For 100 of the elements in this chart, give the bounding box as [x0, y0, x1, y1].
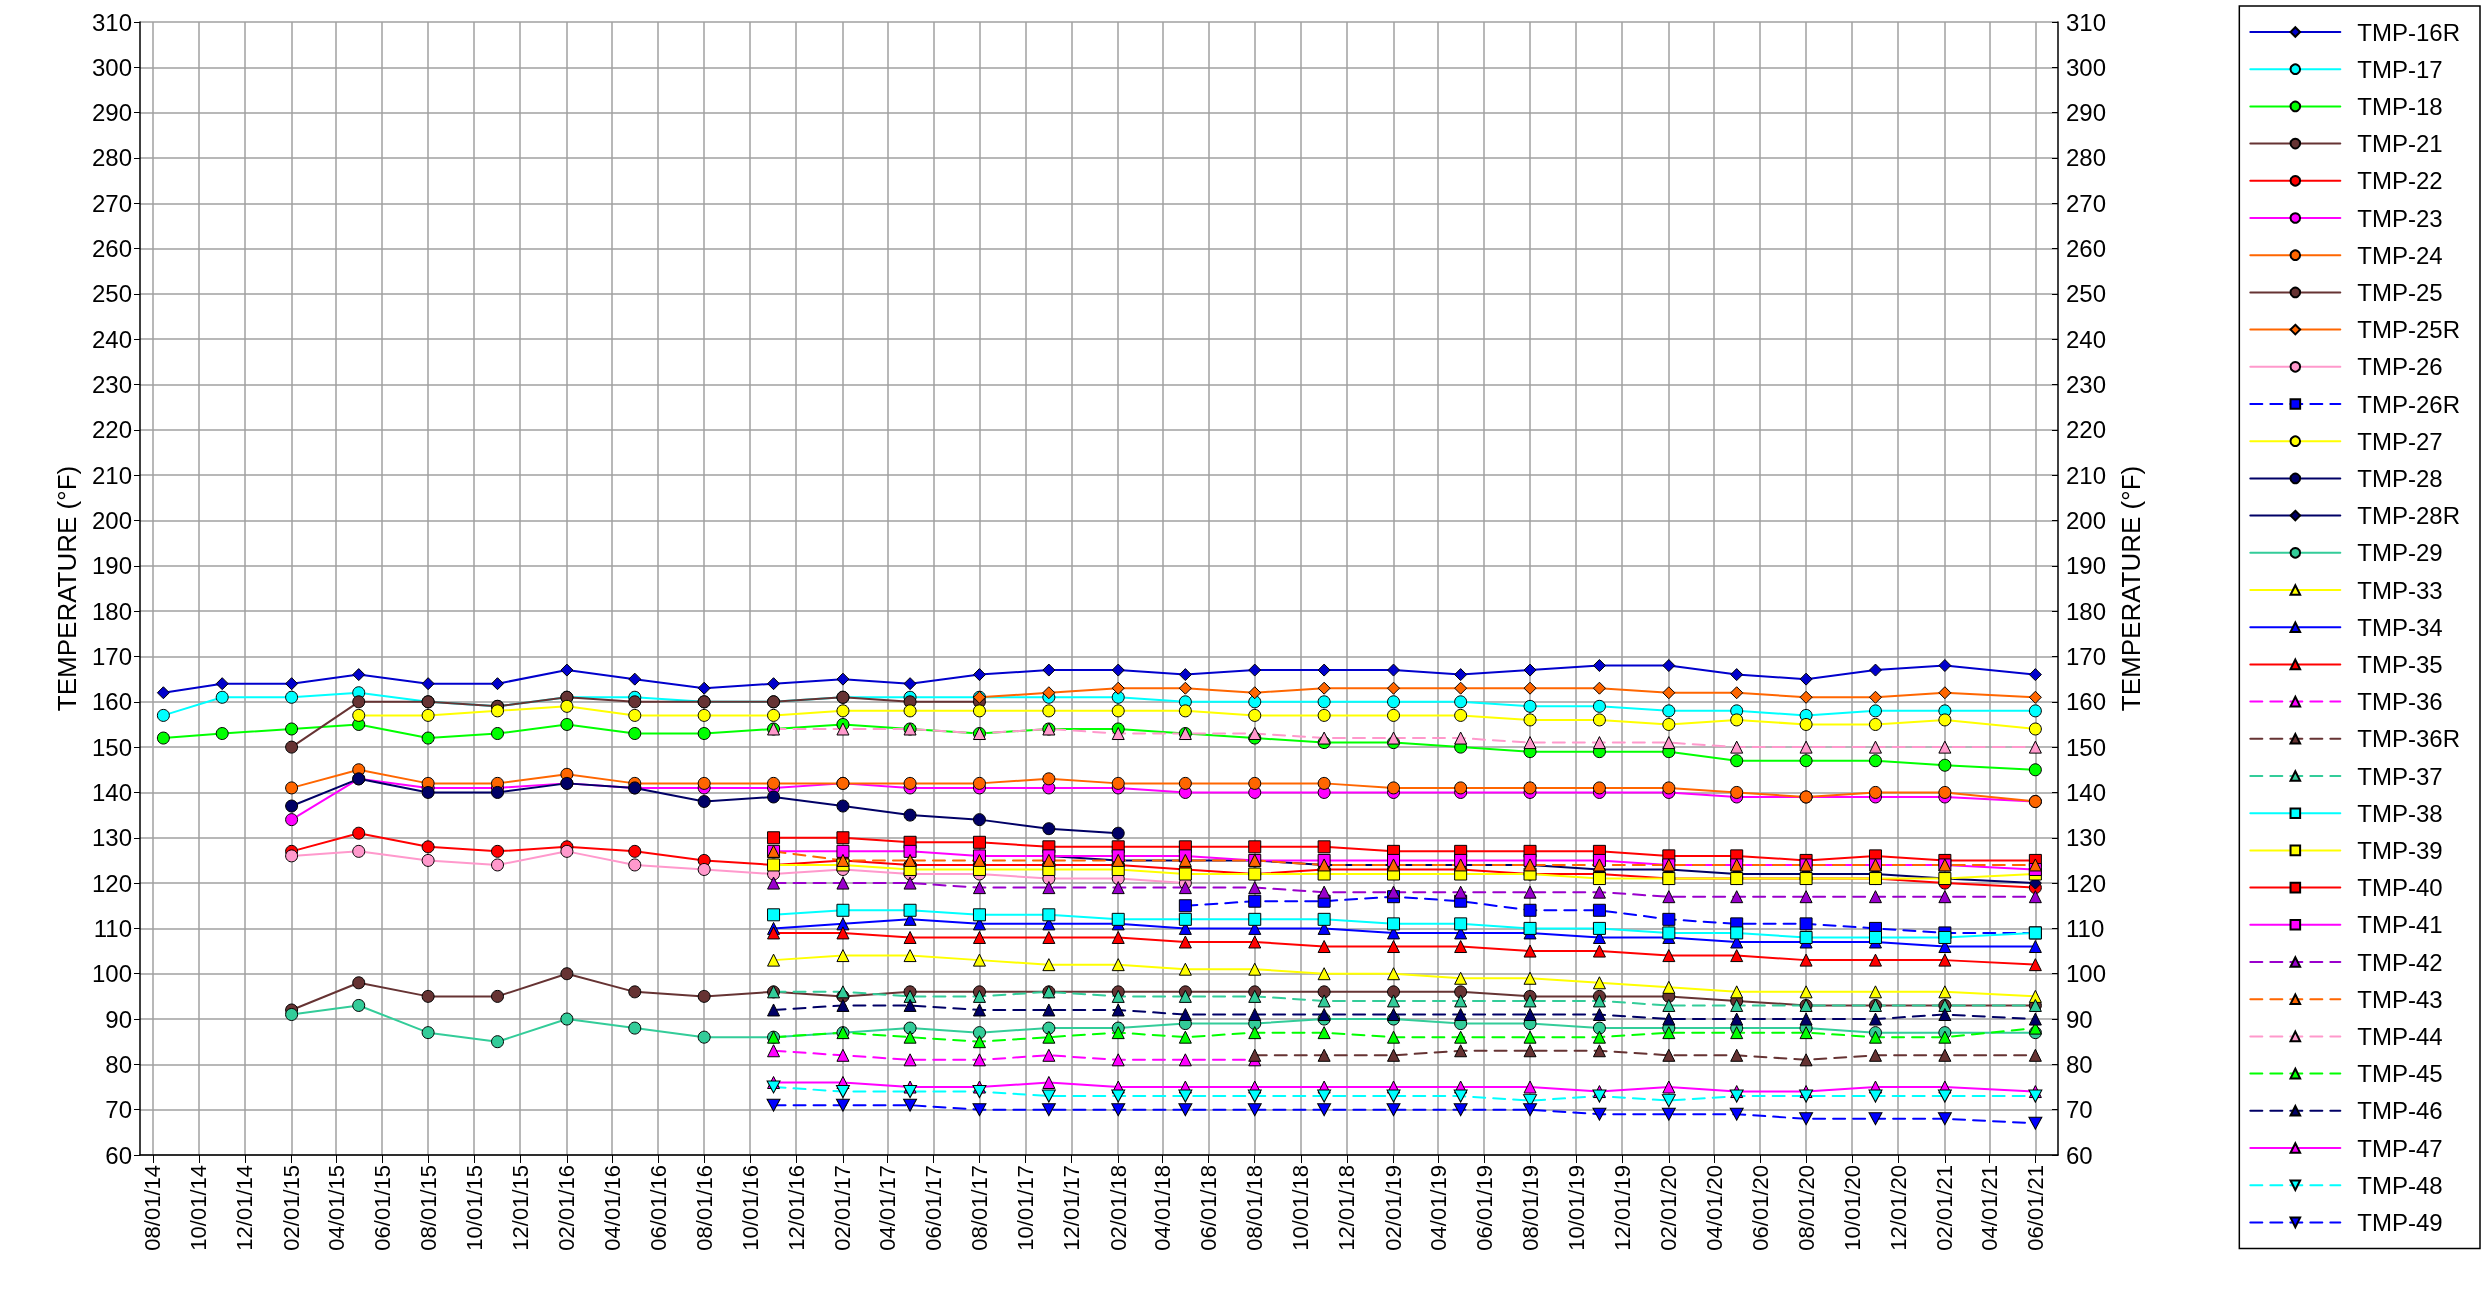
legend-label: TMP-23: [2357, 204, 2443, 232]
x-tick-label: 08/01/20: [1793, 1165, 1819, 1251]
y-tick-label: 280: [91, 144, 132, 172]
x-tick-label: 04/01/19: [1425, 1165, 1451, 1251]
y-tick-label: 250: [91, 280, 132, 308]
x-tick-label: 08/01/18: [1242, 1165, 1268, 1251]
x-tick-label: 02/01/20: [1656, 1165, 1682, 1251]
x-tick-label: 10/01/14: [186, 1165, 212, 1251]
y-tick-label: 90: [105, 1005, 132, 1033]
legend-label: TMP-47: [2357, 1134, 2443, 1162]
x-tick-label: 04/01/17: [874, 1165, 900, 1251]
legend-label: TMP-17: [2357, 55, 2443, 83]
y-tick-label: 240: [91, 325, 132, 353]
y2-tick-label: 150: [2066, 733, 2107, 761]
x-tick-label: 12/01/17: [1058, 1165, 1084, 1251]
legend-label: TMP-29: [2357, 539, 2443, 567]
x-tick-label: 08/01/17: [966, 1165, 992, 1251]
x-tick-label: 02/01/15: [279, 1165, 305, 1251]
y2-tick-label: 110: [2066, 914, 2105, 942]
y-tick-label: 270: [91, 189, 132, 217]
y-tick-label: 260: [91, 235, 132, 263]
y2-tick-label: 230: [2066, 371, 2107, 399]
legend-label: TMP-48: [2357, 1171, 2443, 1199]
y2-tick-label: 170: [2066, 642, 2107, 670]
x-tick-label: 08/01/14: [140, 1165, 166, 1251]
y2-tick-label: 90: [2066, 1005, 2093, 1033]
y2-tick-label: 300: [2066, 53, 2107, 81]
legend-label: TMP-37: [2357, 762, 2443, 790]
legend-label: TMP-27: [2357, 427, 2443, 455]
x-tick-label: 10/01/19: [1563, 1165, 1589, 1251]
legend-label: TMP-42: [2357, 948, 2443, 976]
y-tick-label: 110: [93, 914, 132, 942]
legend-label: TMP-39: [2357, 836, 2443, 864]
x-tick-label: 04/01/16: [599, 1165, 625, 1251]
y-tick-label: 300: [91, 53, 132, 81]
y2-tick-label: 140: [2066, 778, 2107, 806]
y2-tick-label: 310: [2066, 8, 2107, 36]
y-tick-label: 160: [91, 688, 132, 716]
legend-label: TMP-43: [2357, 985, 2443, 1013]
x-tick-label: 10/01/17: [1012, 1165, 1038, 1251]
y2-tick-label: 80: [2066, 1050, 2093, 1078]
y2-tick-label: 260: [2066, 235, 2107, 263]
legend-label: TMP-28R: [2357, 502, 2461, 530]
x-tick-label: 06/01/21: [2022, 1165, 2048, 1251]
y2-tick-label: 220: [2066, 416, 2107, 444]
x-tick-label: 04/01/20: [1701, 1165, 1727, 1251]
legend-label: TMP-26R: [2357, 390, 2461, 418]
x-tick-label: 04/01/18: [1150, 1165, 1176, 1251]
y2-tick-label: 190: [2066, 552, 2107, 580]
x-tick-label: 04/01/21: [1976, 1165, 2002, 1251]
x-tick-label: 08/01/15: [415, 1165, 441, 1251]
y2-tick-label: 60: [2066, 1141, 2093, 1169]
legend-label: TMP-49: [2357, 1208, 2443, 1236]
y2-tick-label: 240: [2066, 325, 2107, 353]
y2-tick-label: 200: [2066, 507, 2107, 535]
y-tick-label: 140: [91, 778, 132, 806]
y-tick-label: 170: [91, 642, 132, 670]
x-tick-label: 12/01/18: [1334, 1165, 1360, 1251]
y-tick-label: 130: [91, 824, 132, 852]
legend-label: TMP-25: [2357, 278, 2443, 306]
legend-label: TMP-38: [2357, 799, 2443, 827]
x-tick-label: 10/01/20: [1839, 1165, 1865, 1251]
legend-label: TMP-28: [2357, 464, 2443, 492]
x-tick-label: 04/01/15: [323, 1165, 349, 1251]
x-tick-label: 12/01/19: [1609, 1165, 1635, 1251]
legend-label: TMP-34: [2357, 613, 2443, 641]
x-tick-label: 10/01/18: [1288, 1165, 1314, 1251]
y-tick-label: 200: [91, 507, 132, 535]
x-tick-label: 02/01/18: [1105, 1165, 1131, 1251]
y-tick-label: 190: [91, 552, 132, 580]
y-tick-label: 290: [91, 99, 132, 127]
legend-label: TMP-18: [2357, 92, 2443, 120]
x-tick-label: 08/01/16: [691, 1165, 717, 1251]
legend-label: TMP-40: [2357, 874, 2443, 902]
x-tick-label: 12/01/15: [507, 1165, 533, 1251]
x-tick-label: 06/01/15: [369, 1165, 395, 1251]
y2-tick-label: 130: [2066, 824, 2107, 852]
x-tick-label: 06/01/16: [645, 1165, 671, 1251]
legend-label: TMP-35: [2357, 650, 2443, 678]
y-tick-label: 60: [105, 1141, 132, 1169]
legend-label: TMP-46: [2357, 1097, 2443, 1125]
y2-tick-label: 250: [2066, 280, 2107, 308]
y2-tick-label: 100: [2066, 960, 2107, 988]
y-tick-label: 230: [91, 371, 132, 399]
legend-label: TMP-44: [2357, 1022, 2443, 1050]
x-tick-label: 02/01/21: [1932, 1165, 1958, 1251]
legend-label: TMP-41: [2357, 911, 2443, 939]
y2-tick-label: 280: [2066, 144, 2107, 172]
y-tick-label: 120: [91, 869, 132, 897]
legend-label: TMP-24: [2357, 241, 2443, 269]
y-tick-label: 100: [91, 960, 132, 988]
y-tick-label: 310: [91, 8, 132, 36]
legend-label: TMP-36: [2357, 688, 2443, 716]
x-tick-label: 10/01/16: [737, 1165, 763, 1251]
y-tick-label: 70: [105, 1096, 132, 1124]
y2-tick-label: 70: [2066, 1096, 2093, 1124]
y-tick-label: 150: [91, 733, 132, 761]
y-tick-label: 180: [91, 597, 132, 625]
x-tick-label: 08/01/19: [1517, 1165, 1543, 1251]
x-tick-label: 02/01/16: [554, 1165, 580, 1251]
